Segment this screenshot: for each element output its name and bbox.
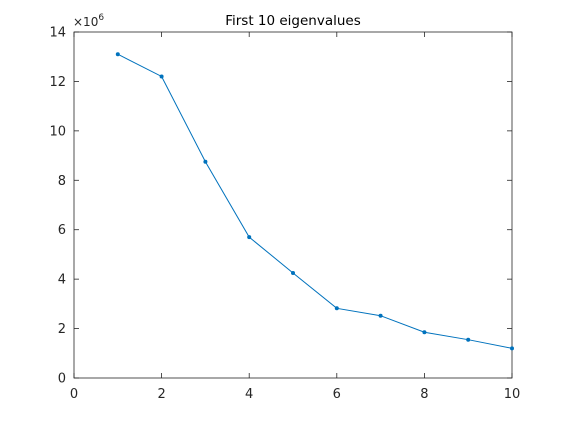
y-tick-label: 2 (58, 322, 66, 337)
data-point (510, 346, 514, 351)
y-exponent-power: 6 (98, 13, 104, 23)
y-axis-ticks: 0 2 4 6 8 10 12 14 (49, 26, 512, 387)
data-point (422, 330, 427, 335)
y-tick-label: 4 (58, 273, 66, 288)
data-point (159, 74, 164, 79)
y-tick-label: 6 (58, 223, 66, 238)
data-point (115, 52, 120, 57)
x-axis-ticks: 0 2 4 6 8 10 (70, 32, 520, 402)
eigenvalue-series (115, 52, 514, 351)
y-exponent-base: ×10 (73, 15, 98, 29)
x-tick-label: 8 (420, 387, 428, 402)
data-point (247, 235, 252, 240)
x-tick-label: 0 (70, 387, 78, 402)
series-line (117, 53, 513, 349)
data-point (378, 313, 383, 318)
x-tick-label: 6 (333, 387, 341, 402)
y-tick-label: 14 (49, 26, 66, 41)
x-tick-label: 4 (245, 387, 253, 402)
data-point (466, 337, 471, 342)
data-point (334, 306, 339, 311)
chart-title: First 10 eigenvalues (225, 13, 361, 29)
axes (73, 31, 513, 379)
axes-box (73, 31, 513, 379)
y-tick-label: 0 (58, 372, 66, 387)
x-tick-label: 2 (157, 387, 165, 402)
x-tick-label: 10 (504, 387, 521, 402)
y-tick-label: 12 (49, 75, 66, 90)
data-point (291, 270, 295, 275)
y-tick-label: 8 (58, 174, 66, 189)
y-axis-exponent: ×106 (73, 13, 104, 29)
data-point (203, 159, 208, 164)
y-tick-label: 10 (49, 124, 66, 139)
